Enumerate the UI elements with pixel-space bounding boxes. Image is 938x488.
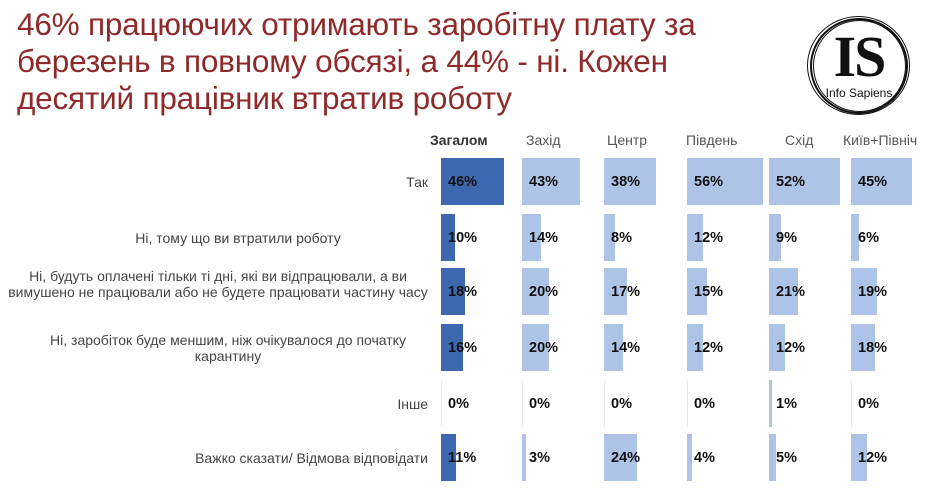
bar	[522, 380, 523, 427]
bar-value-label: 20%	[529, 284, 559, 300]
bar	[769, 434, 776, 481]
bar	[687, 324, 704, 371]
bar-value-label: 0%	[448, 396, 469, 412]
bar	[769, 214, 782, 261]
bar-value-label: 52%	[776, 174, 806, 190]
bar-value-label: 0%	[529, 396, 550, 412]
bar-value-label: 43%	[529, 174, 559, 190]
bar-value-label: 0%	[858, 396, 879, 412]
bar-value-label: 1%	[776, 396, 797, 412]
chart-title: 46% працюючих отримають заробітну плату …	[17, 6, 696, 116]
bar	[522, 434, 527, 481]
bar-value-label: 17%	[611, 284, 641, 300]
row-label: Важко сказати/ Відмова відповідати	[195, 450, 428, 466]
bar	[687, 434, 693, 481]
bar	[851, 214, 860, 261]
bar-value-label: 19%	[858, 284, 888, 300]
logo-ring	[813, 20, 906, 112]
bar-value-label: 8%	[611, 230, 632, 246]
row-label: Ні, тому що ви втратили роботу	[135, 230, 341, 246]
bar	[522, 324, 550, 371]
bar	[441, 324, 463, 371]
bar-value-label: 4%	[694, 450, 715, 466]
bar-value-label: 5%	[776, 450, 797, 466]
bar-value-label: 45%	[858, 174, 888, 190]
bar-value-label: 14%	[611, 340, 641, 356]
bar	[851, 324, 876, 371]
bar	[687, 380, 688, 427]
bar-value-label: 18%	[448, 284, 478, 300]
bar	[522, 214, 542, 261]
bar-value-label: 46%	[448, 174, 478, 190]
column-header: Схід	[785, 132, 814, 148]
bar	[441, 434, 456, 481]
bar-value-label: 12%	[776, 340, 806, 356]
bar-value-label: 24%	[611, 450, 641, 466]
logo-ring	[810, 18, 908, 114]
bar	[604, 324, 624, 371]
bar-value-label: 10%	[448, 230, 478, 246]
bar-value-label: 0%	[611, 396, 632, 412]
bar	[604, 434, 637, 481]
bar-value-label: 14%	[529, 230, 559, 246]
bar	[769, 380, 772, 427]
bar	[851, 158, 913, 205]
bar	[851, 268, 877, 315]
bar	[522, 158, 581, 205]
bar	[522, 268, 550, 315]
bar-value-label: 16%	[448, 340, 478, 356]
bar-value-label: 11%	[448, 450, 477, 466]
bar	[851, 380, 852, 427]
bar	[604, 214, 615, 261]
column-header: Центр	[607, 132, 648, 148]
bar	[769, 268, 798, 315]
row-label: Ні, заробіток буде меншим, ніж очікувало…	[50, 332, 406, 364]
bar	[769, 324, 786, 371]
column-header: Південь	[686, 132, 738, 148]
bar-value-label: 12%	[694, 230, 724, 246]
row-label: Ні, будуть оплачені тільки ті дні, які в…	[8, 268, 428, 300]
bar	[604, 158, 656, 205]
bar-value-label: 0%	[694, 396, 715, 412]
row-label: Інше	[397, 396, 428, 412]
bar-value-label: 21%	[776, 284, 806, 300]
row-label: Так	[406, 174, 428, 190]
bar-value-label: 18%	[858, 340, 888, 356]
bar	[687, 268, 708, 315]
bar	[441, 380, 442, 427]
bar	[687, 158, 764, 205]
logo-mark: IS	[833, 24, 887, 89]
logo-text: Info Sapiens	[825, 86, 893, 100]
logo-ring	[807, 16, 910, 115]
bar	[687, 214, 704, 261]
column-header: Київ+Північ	[843, 132, 918, 148]
column-header: Загалом	[430, 132, 488, 148]
bar	[604, 268, 628, 315]
bar-value-label: 15%	[694, 284, 724, 300]
bar-value-label: 20%	[529, 340, 559, 356]
bar-value-label: 3%	[529, 450, 550, 466]
bar	[769, 158, 840, 205]
bar-value-label: 56%	[694, 174, 724, 190]
bar-value-label: 12%	[694, 340, 724, 356]
bar	[441, 214, 455, 261]
bar	[441, 268, 466, 315]
bar	[441, 158, 504, 205]
info-sapiens-logo: IS Info Sapiens	[806, 16, 912, 116]
bar-value-label: 38%	[611, 174, 641, 190]
bar-value-label: 9%	[776, 230, 797, 246]
bar-value-label: 6%	[858, 230, 879, 246]
column-header: Захід	[526, 132, 561, 148]
bar	[851, 434, 868, 481]
bar-value-label: 12%	[858, 450, 888, 466]
bar	[604, 380, 605, 427]
